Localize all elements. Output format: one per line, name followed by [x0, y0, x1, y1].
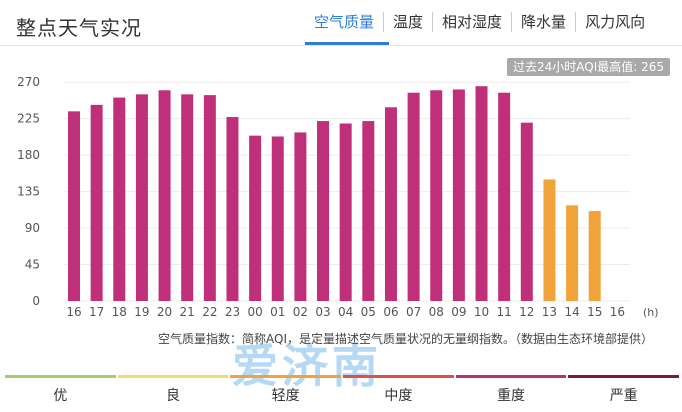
- tab-bar: 空气质量 温度 相对湿度 降水量 风力风向: [305, 12, 654, 46]
- bar-4: [158, 90, 171, 302]
- max-aqi-badge: 过去24小时AQI最高值: 265: [506, 58, 670, 76]
- legend-color-bar: [343, 375, 454, 378]
- legend-label: 中度: [384, 388, 413, 404]
- y-tick-label: 45: [25, 258, 40, 272]
- legend-level-1: 良: [117, 375, 230, 404]
- x-unit-label: (h): [643, 306, 659, 319]
- y-tick-label: 270: [17, 75, 40, 89]
- x-tick-label: 22: [202, 305, 217, 319]
- legend-level-2: 轻度: [229, 375, 342, 404]
- x-tick-label: 09: [451, 305, 466, 319]
- bar-10: [294, 132, 307, 301]
- legend-color-bar: [568, 375, 680, 378]
- page-title: 整点天气实况: [16, 16, 142, 40]
- x-tick-label: 03: [315, 305, 330, 319]
- tab-temperature[interactable]: 温度: [383, 12, 432, 32]
- x-tick-label: 11: [497, 305, 512, 319]
- x-tick-label: 02: [293, 305, 308, 319]
- aqi-bar-chart: 0 45 90 135 180 225 270 16 17 18 19 20 21 22 23 00 01 02 0…: [17, 75, 659, 319]
- x-tick-label: 10: [474, 305, 489, 319]
- bar-9: [271, 136, 284, 301]
- legend-level-5: 严重: [567, 375, 680, 404]
- bar-6: [203, 95, 216, 301]
- x-tick-label: 04: [338, 305, 353, 319]
- x-tick-label: 20: [157, 305, 172, 319]
- tab-precipitation[interactable]: 降水量: [511, 12, 575, 32]
- x-tick-label: 23: [225, 305, 240, 319]
- x-tick-label: 12: [519, 305, 534, 319]
- x-tick-label: 13: [542, 305, 557, 319]
- bar-1: [90, 104, 103, 301]
- x-tick-label: 15: [587, 305, 602, 319]
- legend-label: 严重: [609, 388, 638, 404]
- x-tick-label: 05: [361, 305, 376, 319]
- bar-5: [181, 94, 194, 301]
- bar-8: [249, 135, 262, 301]
- x-tick-label: 01: [270, 305, 285, 319]
- legend-label: 重度: [497, 388, 526, 404]
- legend-level-0: 优: [4, 375, 117, 404]
- watermark-logo: 爱济南: [232, 339, 382, 393]
- active-tab-indicator: [305, 42, 389, 45]
- bar-2: [113, 97, 126, 301]
- bar-16: [430, 90, 443, 302]
- bar-21: [543, 179, 556, 301]
- x-tick-label: 21: [180, 305, 195, 319]
- y-tick-label: 180: [17, 148, 40, 162]
- legend-level-4: 重度: [455, 375, 568, 404]
- legend-color-bar: [5, 375, 116, 378]
- bar-23: [588, 211, 601, 301]
- legend-level-3: 中度: [342, 375, 455, 404]
- x-tick-label: 16: [610, 305, 625, 319]
- bar-12: [339, 123, 352, 301]
- y-tick-label: 135: [17, 185, 40, 199]
- tab-aqi[interactable]: 空气质量: [314, 13, 375, 31]
- x-tick-label: 08: [429, 305, 444, 319]
- y-tick-label: 90: [25, 221, 40, 235]
- legend-color-bar: [117, 375, 229, 378]
- legend-label: 良: [166, 388, 180, 404]
- bar-17: [452, 89, 465, 301]
- x-tick-label: 07: [406, 305, 421, 319]
- bar-20: [520, 122, 533, 302]
- bar-3: [135, 94, 148, 301]
- bar-7: [226, 117, 239, 301]
- bar-13: [362, 121, 375, 301]
- legend-color-bar: [455, 375, 567, 378]
- bar-18: [475, 86, 488, 301]
- y-tick-label: 225: [17, 112, 40, 126]
- bar-15: [407, 92, 420, 302]
- bar-11: [317, 121, 330, 301]
- x-tick-label: 18: [112, 305, 127, 319]
- bar-22: [566, 205, 579, 301]
- bar-0: [68, 111, 80, 301]
- tab-wind[interactable]: 风力风向: [575, 12, 654, 32]
- header-divider: [0, 45, 682, 46]
- x-tick-label: 19: [134, 305, 149, 319]
- bar-19: [498, 92, 511, 302]
- legend-label: 轻度: [271, 388, 300, 404]
- aqi-level-legend: 优 良 轻度 中度 重度 严重: [4, 375, 680, 404]
- x-tick-label: 14: [564, 305, 579, 319]
- y-tick-label: 0: [32, 294, 40, 308]
- x-tick-label: 00: [247, 305, 262, 319]
- aqi-footnote: 空气质量指数：简称AQI，是定量描述空气质量状况的无量纲指数。（数据由生态环境部…: [158, 332, 653, 346]
- x-tick-label: 17: [89, 305, 104, 319]
- tab-humidity[interactable]: 相对湿度: [432, 12, 511, 32]
- legend-color-bar: [230, 375, 342, 378]
- legend-label: 优: [53, 388, 68, 404]
- x-tick-label: 16: [66, 305, 81, 319]
- bar-14: [384, 107, 397, 301]
- x-tick-label: 06: [383, 305, 398, 319]
